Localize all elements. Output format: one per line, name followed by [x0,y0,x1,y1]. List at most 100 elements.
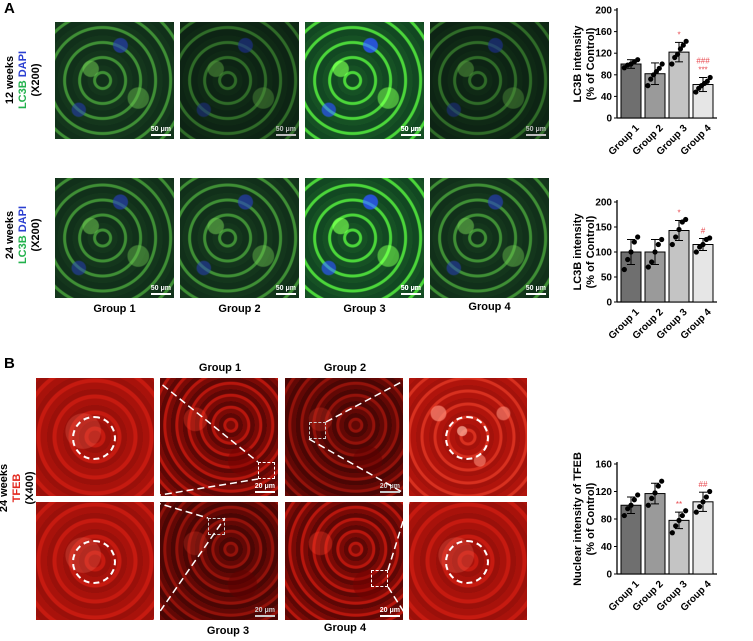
zoom-box [371,570,388,587]
data-point-3-2 [673,523,679,529]
data-point-2-2 [649,259,655,265]
y-tick-label-80: 80 [601,515,613,526]
data-point-2-1 [645,83,651,89]
data-point-1-5 [635,234,641,240]
data-point-1-1 [621,512,627,519]
data-point-4-5 [704,78,710,84]
y-axis-label: (% of Control) [585,215,597,288]
y-tick-label-0: 0 [606,114,612,125]
data-point-2-5 [659,236,665,243]
y-tick-label-40: 40 [601,92,613,103]
nucleus-circle [445,540,489,584]
zoom-box [309,422,326,439]
data-point-3-4 [679,512,685,519]
nucleus-circle [72,416,116,460]
nucleus-circle [445,416,489,460]
data-point-4-1 [693,249,699,255]
data-point-2-2 [648,76,654,82]
data-point-3-5 [680,42,686,48]
micrograph-24w-group-1: 50 μm [55,178,174,298]
tfeb-micrograph-group-3: 20 μm [160,502,278,620]
data-point-4-1 [693,89,699,95]
y-tick-label-50: 50 [601,273,613,284]
data-point-1-4 [631,239,637,245]
data-point-2-2 [649,495,655,501]
group-label-b-1: Group 1 [198,362,242,374]
inset-group-2 [409,378,527,496]
micrograph-12w-group-2: 50 μm [180,22,299,139]
micrograph-12w-group-4: 50 μm [430,22,549,139]
data-point-3-1 [669,530,675,536]
scale-bar-label: 50 μm [150,285,171,292]
scale-bar-label: 20 μm [254,607,275,614]
y-tick-label-160: 160 [595,27,612,38]
y-tick-label-120: 120 [595,49,612,60]
group-label-b-3: Group 3 [206,625,250,637]
bar-3 [668,230,690,303]
data-point-2-6 [659,61,665,67]
data-point-2-5 [656,65,662,71]
data-point-1-1 [621,266,627,273]
y-tick-label-100: 100 [595,248,612,259]
y-tick-label-120: 120 [595,487,612,498]
y-tick-label-40: 40 [601,542,613,553]
y-tick-label-0: 0 [606,298,612,309]
data-point-2-5 [659,478,665,484]
group-label-2: Group 2 [218,303,261,315]
data-point-3-4 [677,46,684,52]
significance-annotation-4: *** [698,66,707,75]
micrograph-12w-group-1: 50 μm [55,22,174,139]
scale-bar-label: 20 μm [379,483,400,490]
y-tick-label-0: 0 [606,570,612,581]
y-tick-label-160: 160 [595,460,612,471]
scale-bar-label: 50 μm [525,285,546,292]
data-point-2-1 [645,502,651,508]
tfeb-micrograph-group-2: 20 μm [285,378,403,496]
data-point-3-1 [669,241,675,248]
data-point-4-3 [700,241,706,248]
data-point-2-4 [655,483,661,489]
tfeb-micrograph-group-1: 20 μm [160,378,278,496]
data-point-3-6 [683,38,689,44]
panel-b-letter: B [4,355,15,372]
inset-group-4 [409,502,527,620]
data-point-1-2 [625,256,631,263]
scale-bar-label: 50 μm [525,126,546,133]
data-point-1-4 [631,497,637,503]
panel-a-letter: A [4,0,15,17]
data-point-3-5 [683,216,689,223]
scale-bar-label: 50 μm [275,126,296,133]
micrograph-24w-group-3: 50 μm [305,178,424,298]
significance-annotation-3: ** [676,500,682,509]
data-point-2-3 [652,490,658,496]
data-point-4-1 [693,509,699,515]
data-point-4-6 [707,74,713,81]
group-label-4: Group 4 [468,301,511,313]
data-point-4-3 [700,499,706,505]
tfeb-micrograph-group-4: 20 μm [285,502,403,620]
scale-bar-label: 50 μm [275,285,296,292]
group-label-3: Group 3 [343,303,386,315]
micrograph-24w-group-2: 50 μm [180,178,299,298]
data-point-1-5 [635,57,641,63]
significance-annotation-3: * [677,209,680,218]
data-point-1-3 [628,249,634,255]
significance-annotation-4: # [701,227,706,236]
y-axis-label: (% of Control) [585,27,597,100]
data-point-3-3 [676,517,682,523]
data-point-2-4 [655,241,661,248]
bar-1 [620,63,642,119]
data-point-3-1 [669,61,675,67]
y-axis-label: Nuclear intensity of TFEB [572,452,584,586]
data-point-4-2 [697,504,703,510]
significance-annotation-3: * [677,30,680,39]
inset-group-3 [36,502,154,620]
scale-bar-label: 50 μm [150,126,171,133]
chart-tfeb-nuclear: 0 40 80 120 160 Nuclear intensity of TFEB (% o… [572,452,717,614]
y-tick-label-200: 200 [595,6,612,17]
zoom-box [258,462,275,479]
data-point-1-3 [628,502,634,508]
data-point-3-3 [676,226,682,233]
data-point-1-2 [625,506,631,512]
